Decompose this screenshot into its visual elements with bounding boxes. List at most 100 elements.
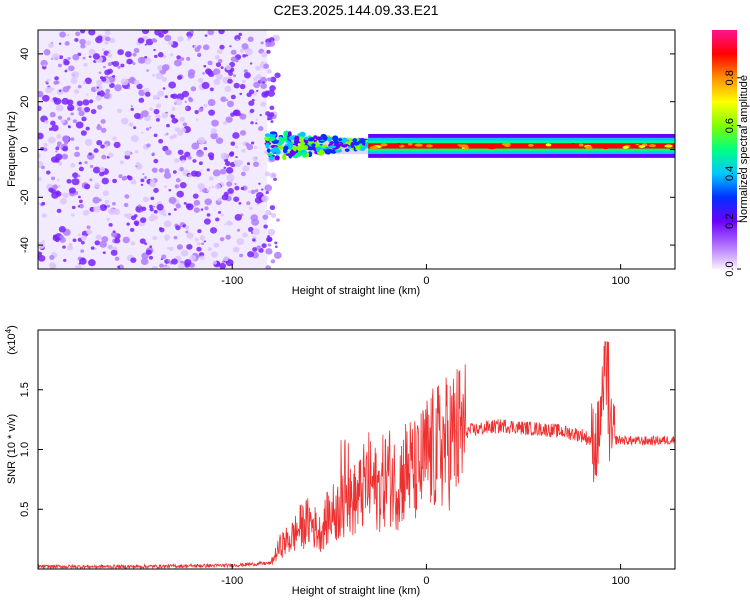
- noise-blob: [86, 225, 91, 230]
- noise-blob: [245, 48, 253, 56]
- noise-blob: [70, 163, 76, 168]
- noise-blob: [166, 247, 170, 250]
- noise-blob: [88, 48, 96, 55]
- noise-blob: [180, 57, 185, 61]
- noise-blob: [157, 65, 164, 71]
- noise-blob: [58, 55, 64, 60]
- noise-blob: [112, 230, 116, 233]
- noise-blob: [174, 184, 180, 189]
- noise-blob: [186, 232, 194, 239]
- noise-blob: [97, 123, 101, 127]
- noise-blob: [170, 114, 174, 118]
- noise-blob: [148, 255, 154, 260]
- weak-signal-blob: [283, 145, 289, 151]
- noise-blob: [226, 220, 232, 226]
- snr-frame: [37, 329, 676, 570]
- noise-blob: [250, 189, 256, 195]
- noise-blob: [66, 178, 72, 184]
- noise-blob: [152, 94, 159, 101]
- noise-blob: [220, 66, 224, 70]
- noise-blob: [100, 144, 105, 149]
- colorbar-tick-label: 0.6: [724, 118, 736, 133]
- noise-blob: [102, 65, 106, 69]
- noise-blob: [156, 203, 164, 211]
- noise-blob: [70, 77, 78, 84]
- noise-blob: [72, 238, 77, 243]
- noise-blob: [220, 213, 224, 217]
- noise-blob: [120, 63, 125, 68]
- noise-blob: [114, 237, 121, 244]
- noise-blob: [89, 164, 94, 168]
- noise-blob: [224, 158, 229, 163]
- noise-blob: [201, 242, 205, 246]
- noise-blob: [40, 59, 48, 67]
- noise-blob: [164, 95, 168, 99]
- noise-blob: [120, 117, 129, 125]
- noise-blob: [183, 201, 187, 205]
- noise-blob: [149, 204, 153, 209]
- noise-blob: [98, 71, 102, 74]
- noise-blob: [174, 42, 177, 45]
- noise-blob: [220, 96, 227, 103]
- noise-blob: [122, 236, 130, 244]
- noise-blob: [162, 87, 166, 90]
- noise-blob: [196, 246, 202, 252]
- noise-blob: [264, 184, 273, 192]
- noise-blob: [269, 205, 276, 211]
- noise-blob: [239, 83, 246, 90]
- noise-blob: [152, 73, 156, 77]
- noise-blob: [123, 202, 129, 208]
- noise-blob: [111, 201, 116, 206]
- noise-blob: [273, 251, 282, 259]
- noise-blob: [196, 242, 201, 246]
- noise-blob: [149, 245, 153, 248]
- noise-blob: [246, 201, 251, 206]
- noise-blob: [100, 119, 106, 124]
- noise-blob: [108, 49, 111, 53]
- noise-blob: [104, 30, 111, 36]
- noise-blob: [213, 78, 221, 85]
- noise-blob: [59, 198, 67, 205]
- noise-blob: [93, 205, 101, 213]
- noise-blob: [41, 213, 47, 218]
- noise-blob: [140, 258, 149, 266]
- noise-blob: [232, 246, 240, 253]
- snr-y-tick-label: 1.5: [19, 382, 31, 397]
- noise-blob: [168, 81, 177, 89]
- colorbar-tick-label: 0.8: [724, 70, 736, 85]
- noise-blob: [83, 62, 88, 67]
- noise-blob: [172, 133, 177, 139]
- spectrogram-y-tick-label: 40: [19, 48, 31, 60]
- noise-blob: [200, 208, 204, 211]
- noise-blob: [94, 247, 97, 251]
- noise-blob: [199, 235, 206, 241]
- noise-blob: [151, 167, 158, 173]
- noise-blob: [250, 121, 254, 125]
- noise-blob: [157, 52, 164, 58]
- noise-blob: [224, 223, 227, 226]
- noise-blob: [165, 149, 172, 156]
- noise-blob: [80, 43, 86, 49]
- noise-blob: [234, 185, 240, 191]
- noise-blob: [239, 113, 247, 120]
- noise-blob: [246, 162, 251, 166]
- noise-blob: [197, 229, 202, 234]
- noise-blob: [172, 170, 177, 174]
- noise-blob: [248, 100, 255, 106]
- noise-blob: [72, 54, 80, 61]
- noise-blob: [233, 82, 240, 89]
- noise-blob: [193, 207, 200, 213]
- noise-blob: [52, 235, 59, 242]
- noise-blob: [180, 249, 189, 257]
- noise-blob: [48, 42, 54, 48]
- noise-blob: [252, 228, 260, 236]
- noise-blob: [95, 95, 102, 101]
- noise-blob: [106, 204, 111, 208]
- noise-blob: [236, 238, 245, 245]
- noise-blob: [68, 65, 75, 72]
- noise-blob: [142, 172, 145, 175]
- noise-blob: [78, 195, 81, 199]
- noise-blob: [50, 176, 56, 181]
- spectrogram-plot-area: [38, 30, 675, 269]
